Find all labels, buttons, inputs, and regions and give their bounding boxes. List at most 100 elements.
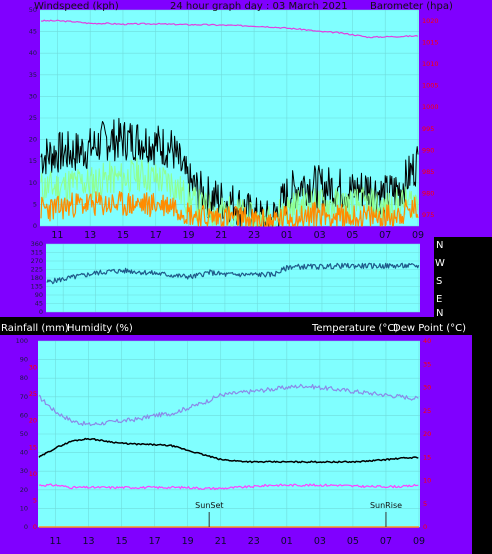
wind-ytick-label: 30 (29, 92, 37, 100)
temperature-series (38, 437, 419, 464)
wind-ytick-label: 10 (29, 179, 37, 187)
humidity-ytick-label: 10 (20, 504, 28, 512)
humidity-label: Humidity (%) (67, 323, 133, 334)
dir-ytick-label: 315 (31, 249, 43, 257)
temp-xtick-label: 01 (281, 536, 293, 547)
rain-ytick-label: 30 (29, 364, 37, 372)
temp-ytick-label: 30 (423, 384, 431, 392)
direction-series (46, 262, 420, 285)
temp-xtick-label: 15 (116, 536, 128, 547)
temp-ytick-label: 20 (423, 430, 431, 438)
dir-ytick-label: 360 (31, 240, 43, 248)
humidity-ytick-label: 60 (20, 411, 28, 419)
pressure-series (40, 19, 419, 39)
wind-ytick-label: 0 (33, 222, 37, 230)
baro-ytick-label: 995 (422, 125, 434, 133)
dir-ytick-label: 270 (31, 257, 43, 265)
wind-series (40, 157, 419, 227)
temp-ytick-label: 15 (423, 453, 431, 461)
wind-ytick-label: 15 (29, 157, 37, 165)
windspeed-axis-title: Windspeed (kph) (34, 1, 119, 12)
temperature-label: Temperature (°C) (311, 323, 398, 334)
wind-xtick-label: 17 (150, 230, 162, 241)
right-strip (472, 335, 492, 554)
temp-ytick-label: 0 (423, 523, 427, 531)
wind-xtick-label: 11 (51, 230, 63, 241)
temp-xtick-label: 19 (182, 536, 194, 547)
chart-title: 24 hour graph day : 03 March 2021 (170, 1, 348, 12)
temp-xtick-label: 09 (413, 536, 425, 547)
rain-ytick-label: 25 (29, 390, 37, 398)
humidity-series (38, 383, 419, 427)
rain-ytick-label: 5 (33, 496, 37, 504)
humidity-ytick-label: 30 (20, 467, 28, 475)
compass-n-top: N (436, 240, 443, 251)
rain-ytick-label: 15 (29, 443, 37, 451)
wind-xtick-label: 09 (412, 230, 424, 241)
wind-xtick-label: 19 (182, 230, 194, 241)
wind-xtick-label: 13 (84, 230, 96, 241)
gust-series (40, 117, 419, 227)
humidity-ytick-label: 50 (20, 430, 28, 438)
temp-xtick-label: 17 (149, 536, 161, 547)
sunset-label: SunSet (195, 501, 223, 510)
wind-xtick-label: 21 (215, 230, 227, 241)
humidity-ytick-label: 0 (24, 523, 28, 531)
barometer-axis-title: Barometer (hpa) (370, 1, 453, 12)
wind-xtick-label: 23 (248, 230, 260, 241)
temp-xtick-label: 21 (215, 536, 227, 547)
wind-ytick-label: 35 (29, 71, 37, 79)
temp-ytick-label: 10 (423, 477, 431, 485)
wind-ytick-label: 45 (29, 28, 37, 36)
temp-xtick-label: 11 (49, 536, 61, 547)
wind-ytick-label: 40 (29, 49, 37, 57)
dir-ytick-label: 45 (35, 300, 43, 308)
temp-ytick-label: 25 (423, 407, 431, 415)
temp-xtick-label: 13 (83, 536, 95, 547)
temp-xtick-label: 23 (248, 536, 260, 547)
temp-ytick-label: 35 (423, 360, 431, 368)
temp-xtick-label: 03 (314, 536, 326, 547)
dewpoint-series (38, 483, 419, 491)
tick-labels: 0510152025303540455097598098599099510001… (16, 6, 439, 547)
dewpoint-label: Dew Point (°C) (393, 323, 466, 334)
baro-ytick-label: 1020 (422, 17, 439, 25)
dir-ytick-label: 135 (31, 283, 43, 291)
humidity-ytick-label: 70 (20, 393, 28, 401)
sunrise-label: SunRise (370, 501, 402, 510)
dir-ytick-label: 180 (31, 274, 43, 282)
wind-xtick-label: 03 (314, 230, 326, 241)
humidity-ytick-label: 20 (20, 486, 28, 494)
compass-e: E (436, 294, 442, 305)
baro-ytick-label: 1000 (422, 103, 439, 111)
humidity-ytick-label: 80 (20, 374, 28, 382)
compass-w: W (435, 258, 445, 269)
baro-ytick-label: 985 (422, 168, 434, 176)
baro-ytick-label: 990 (422, 146, 434, 154)
baro-ytick-label: 980 (422, 190, 434, 198)
baro-ytick-label: 975 (422, 211, 434, 219)
wind-xtick-label: 05 (346, 230, 358, 241)
compass-n-bottom: N (436, 308, 443, 319)
wind-ytick-label: 25 (29, 114, 37, 122)
temp-ytick-label: 40 (423, 337, 431, 345)
wind-ytick-label: 20 (29, 136, 37, 144)
baro-ytick-label: 1005 (422, 82, 439, 90)
baro-ytick-label: 1010 (422, 60, 439, 68)
dir-ytick-label: 225 (31, 266, 43, 274)
humidity-ytick-label: 100 (16, 337, 28, 345)
rainfall-label: Rainfall (mm) (1, 323, 69, 334)
temp-ytick-label: 5 (423, 500, 427, 508)
rain-ytick-label: 10 (29, 470, 37, 478)
series-layer (38, 19, 420, 528)
baro-ytick-label: 1015 (422, 38, 439, 46)
temp-xtick-label: 05 (347, 536, 359, 547)
avg-wind-series (40, 191, 419, 227)
wind-xtick-label: 15 (117, 230, 129, 241)
wind-ytick-label: 50 (29, 6, 37, 14)
compass-s: S (436, 276, 442, 287)
wind-xtick-label: 01 (281, 230, 293, 241)
wind-ytick-label: 5 (33, 200, 37, 208)
